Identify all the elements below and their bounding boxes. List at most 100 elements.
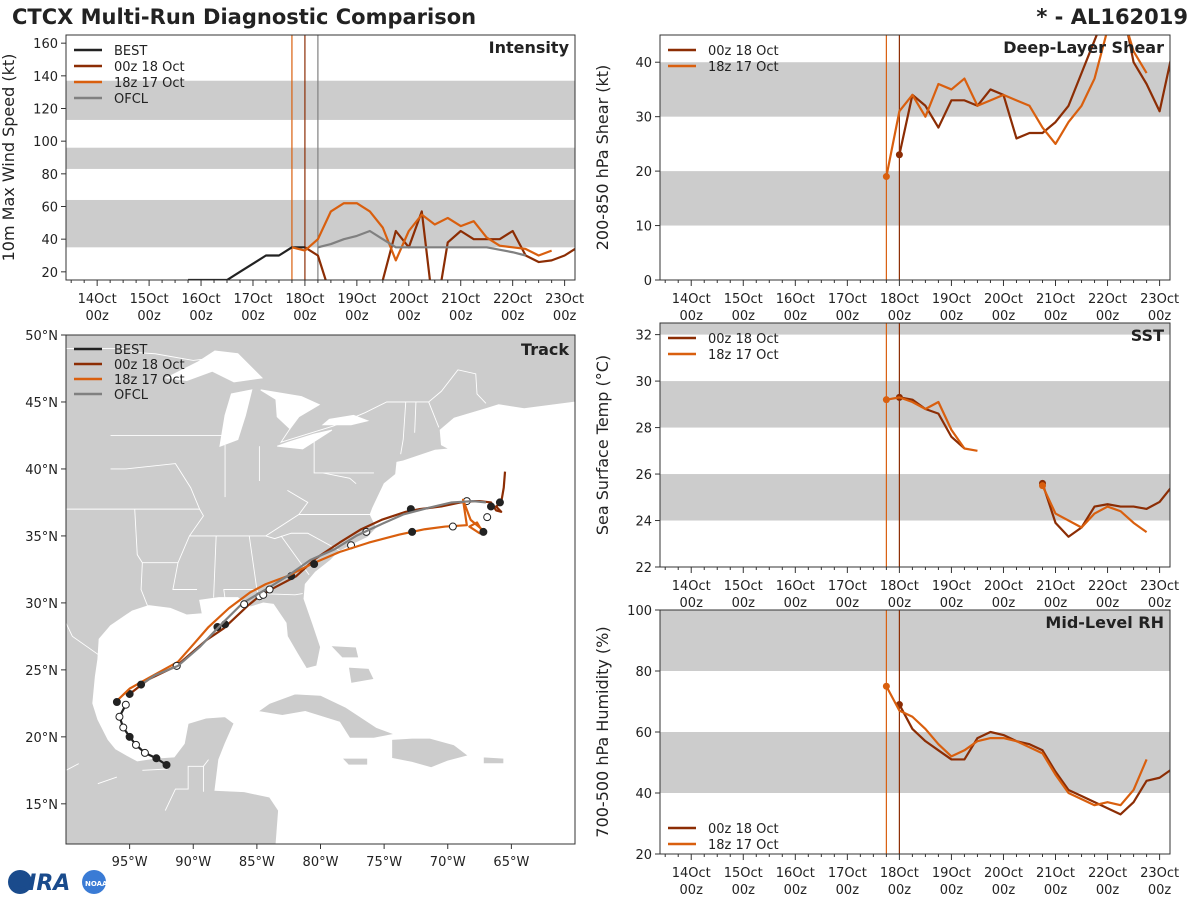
track-point [125,732,134,741]
x-tick-label: 00z [992,883,1016,898]
intensity-plot-area [66,35,575,280]
x-tick-label: 17Oct [828,292,867,307]
x-tick-label: 95°W [112,855,148,870]
x-tick-label: 23Oct [1140,292,1179,307]
shear-title: Deep-Layer Shear [1003,38,1164,57]
x-tick-label: 20Oct [984,292,1023,307]
x-tick-label: 00z [784,883,808,898]
x-tick-label: 00z [345,309,369,324]
x-tick-label: 21Oct [1036,866,1075,881]
x-tick-label: 00z [680,309,704,324]
legend-label: 00z 18 Oct [114,60,185,75]
track-point [131,740,140,749]
x-tick-label: 00z [732,883,756,898]
x-tick-label: 19Oct [932,866,971,881]
y-tick-label: 15°N [25,798,58,813]
y-tick-label: 100 [33,135,58,150]
y-tick-label: 120 [33,103,58,118]
state-border [428,401,440,428]
y-tick-label: 20 [41,266,58,281]
bahamas-land [348,666,375,684]
series-line [317,229,526,257]
shaded-band [660,610,1170,671]
x-tick-label: 00z [888,883,912,898]
x-tick-label: 00z [888,596,912,611]
x-tick-label: 16Oct [776,866,815,881]
sst-title: SST [1131,326,1164,345]
legend-label: 18z 17 Oct [708,60,779,75]
rh-ylabel: 700-500 hPa Humidity (%) [593,626,612,837]
y-tick-label: 25°N [25,664,58,679]
page-title: CTCX Multi-Run Diagnostic Comparison [12,5,477,29]
y-tick-label: 22 [635,561,652,576]
x-tick-label: 00z [1096,883,1120,898]
y-tick-label: 80 [635,665,652,680]
x-tick-label: 00z [553,309,577,324]
rh-panel: 20 40 60 80 100 14Oct 00z 15Oct 00z 16Oct 00z 17Oct… [593,604,1179,898]
track-panel: 95°W 90°W 85°W 80°W 75°W 70°W 65°W 15°N 20°N 25°N… [25,329,576,870]
y-tick-label: 40 [41,233,58,248]
x-tick-label: 22Oct [493,292,532,307]
x-tick-label: 00z [397,309,421,324]
x-tick-label: 18Oct [880,866,919,881]
series-line [1041,482,1170,538]
y-tick-label: 30 [635,375,652,390]
legend-label: OFCL [114,388,149,403]
shear-panel: 0 10 20 30 40 14Oct 00z 15Oct 00z 16Oct 00z 17Oct 00… [593,34,1179,324]
legend-label: 18z 17 Oct [708,838,779,853]
lake-huron [260,389,321,430]
x-tick-label: 15Oct [724,292,763,307]
x-tick-label: 16Oct [182,292,221,307]
legend-label: 18z 17 Oct [114,76,185,91]
x-tick-label: 65°W [493,855,529,870]
x-tick-label: 00z [836,596,860,611]
x-tick-label: 00z [992,596,1016,611]
sst-panel: 22 24 26 28 30 32 14Oct 00z 15Oct 00z 16Oct 00z 17Oc… [593,322,1179,611]
x-tick-label: 00z [1148,309,1172,324]
x-tick-label: 14Oct [672,866,711,881]
x-tick-label: 14Oct [672,579,711,594]
y-tick-label: 28 [635,422,652,437]
x-tick-label: 00z [836,883,860,898]
lake-michigan [219,389,253,447]
intensity-panel: 20 40 60 80 100 120 140 160 14Oct 00z 15Oct 00z 16Oc… [0,34,584,324]
track-point [495,498,504,507]
series-line [304,210,575,280]
x-tick-label: 16Oct [776,292,815,307]
y-tick-label: 50°N [25,329,58,344]
x-tick-label: 80°W [303,855,339,870]
y-tick-label: 32 [635,329,652,344]
x-tick-label: 00z [189,309,213,324]
track-point [125,689,134,698]
x-tick-label: 00z [836,309,860,324]
state-border [287,489,309,515]
track-point [240,600,249,609]
state-border [213,535,217,598]
x-tick-label: 22Oct [1088,866,1127,881]
init-point [1039,482,1046,490]
state-border [97,776,118,785]
intensity-frame [65,34,576,281]
state-border [256,589,303,596]
x-tick-label: 19Oct [337,292,376,307]
shear-ylabel: 200-850 hPa Shear (kt) [593,65,612,251]
track-point [265,585,274,594]
x-tick-label: 00z [784,309,808,324]
legend-label: 00z 18 Oct [708,332,779,347]
state-border [223,535,258,599]
x-tick-label: 21Oct [1036,579,1075,594]
shaded-band [66,80,575,120]
x-tick-label: 15Oct [724,866,763,881]
x-tick-label: 15Oct [724,579,763,594]
x-tick-label: 20Oct [389,292,428,307]
track-point [483,513,492,522]
x-tick-label: 00z [940,883,964,898]
x-tick-label: 00z [1148,596,1172,611]
y-tick-label: 35°N [25,530,58,545]
track-point [115,712,124,721]
y-tick-label: 100 [627,604,652,619]
north-america-land [66,335,575,844]
track-point [137,680,146,689]
x-tick-label: 00z [1044,309,1068,324]
